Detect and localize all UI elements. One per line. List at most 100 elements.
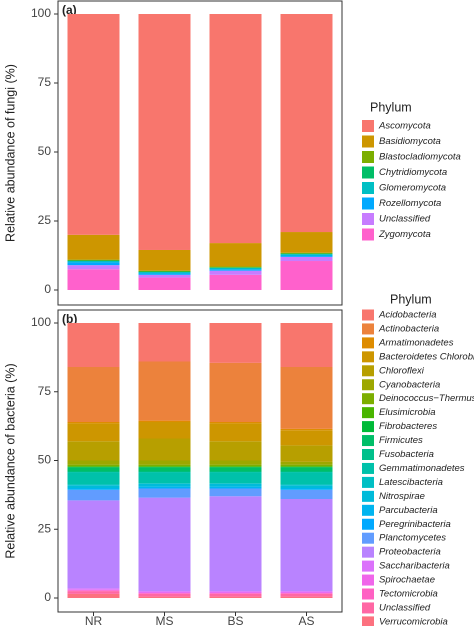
legend-key [362, 393, 374, 405]
panel-label: (a) [62, 3, 77, 17]
legend-key [362, 228, 374, 241]
bar-segment [67, 260, 120, 262]
bar-segment [138, 422, 191, 439]
bar-segment [209, 496, 262, 592]
bar-segment [138, 596, 191, 598]
bar-segment [138, 593, 191, 597]
legend-key [362, 616, 374, 626]
legend-title: Phylum [370, 100, 412, 114]
bar-segment [280, 428, 333, 431]
legend-label: Ascomycota [378, 121, 431, 132]
bar-segment [280, 466, 333, 468]
legend-label: Cyanobacteria [379, 379, 440, 390]
bar-segment [209, 267, 262, 270]
bar-segment [209, 593, 262, 597]
legend-label: Armatimonadetes [378, 337, 454, 348]
bar-segment [138, 272, 191, 274]
bar-segment [67, 589, 120, 591]
legend-label: Nitrospirae [379, 491, 425, 502]
legend-key [362, 476, 374, 488]
bar-segment [67, 14, 120, 235]
bar-segment [209, 464, 262, 466]
bar-segment [67, 464, 120, 466]
bar-segment [280, 14, 333, 233]
bar-segment [209, 471, 262, 473]
legend-label: Chytridiomycota [379, 167, 447, 178]
bar-segment [67, 422, 120, 424]
bar-segment [138, 14, 191, 250]
bar-segment [280, 489, 333, 490]
legend-label: Unclassified [379, 214, 431, 225]
y-tick-label: 50 [38, 453, 52, 467]
bar-segment [209, 486, 262, 488]
plot-frame [57, 0, 343, 306]
y-tick-label: 50 [38, 144, 52, 158]
legend-label: Bacteroidetes Chlorobi [379, 351, 474, 362]
bar-segment [280, 252, 333, 254]
bar-segment [209, 472, 262, 484]
bar-segment [138, 486, 191, 488]
bar-segment [138, 483, 191, 487]
bar-segment [138, 467, 191, 472]
legend-label: Actinobacteria [378, 323, 439, 334]
legend-label: Fibrobacteres [379, 421, 437, 432]
bar-segment [67, 485, 120, 488]
legend-label: Deinococcus−Thermus [379, 393, 474, 404]
bar-segment [209, 14, 262, 244]
bar-segment [67, 500, 120, 589]
bar-segment [67, 484, 120, 486]
bar-segment [280, 499, 333, 592]
legend-key [362, 365, 374, 377]
legend-key [362, 166, 374, 179]
bar-segment [280, 484, 333, 486]
legend-title: Phylum [390, 292, 432, 306]
legend-key [362, 602, 374, 614]
bar-segment [209, 266, 262, 268]
legend-label: Firmicutes [379, 435, 423, 446]
y-tick-label: 0 [44, 590, 51, 604]
bar-segment [280, 255, 333, 257]
y-tick-label: 100 [31, 6, 51, 20]
bar-segment [138, 488, 191, 489]
bar-segment [67, 467, 120, 472]
bar-segment [280, 232, 333, 253]
legend-label: Latescibacteria [379, 477, 443, 488]
bar-segment [209, 483, 262, 484]
bar-segment [138, 466, 191, 467]
bar-segment [138, 270, 191, 272]
bar-segment [209, 596, 262, 598]
bar-segment [209, 488, 262, 497]
legend-key [362, 151, 374, 163]
bar-segment [67, 460, 120, 465]
bar-segment [209, 488, 262, 489]
bar-segment [209, 269, 262, 271]
bar-segment [209, 274, 262, 290]
bar-segment [67, 590, 120, 592]
bar-segment [280, 489, 333, 499]
bar-segment [209, 467, 262, 472]
bar-segment [209, 243, 262, 267]
bar-segment [209, 267, 262, 268]
bar-segment [67, 441, 120, 461]
bar-segment [280, 593, 333, 597]
legend-key [362, 323, 374, 335]
legend-key [362, 337, 374, 349]
bar-segment [138, 466, 191, 468]
bar-segment [209, 362, 262, 422]
bar-segment [209, 423, 262, 442]
legend-key [362, 574, 374, 586]
bar-segment [67, 323, 120, 367]
bar-segment [138, 323, 191, 362]
bar-segment [280, 323, 333, 367]
bar-segment [67, 259, 120, 261]
panel-label: (b) [62, 312, 77, 326]
y-tick-label: 25 [38, 521, 52, 535]
bar-segment [280, 471, 333, 473]
legend-label: Rozellomycota [379, 198, 441, 209]
x-tick-label: AS [298, 614, 314, 626]
legend-label: Peregrinibacteria [379, 519, 451, 530]
bar-segment [280, 596, 333, 598]
bar-segment [138, 460, 191, 465]
bar-segment [67, 591, 120, 594]
